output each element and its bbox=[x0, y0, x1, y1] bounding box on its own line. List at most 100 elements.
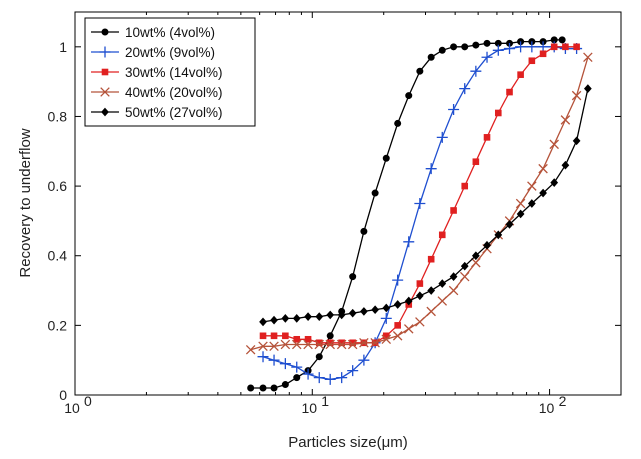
data-point bbox=[527, 181, 537, 191]
data-point bbox=[437, 296, 448, 306]
data-point bbox=[326, 310, 335, 320]
series-line bbox=[250, 39, 563, 389]
data-point bbox=[348, 308, 357, 318]
x-tick-label: 10 bbox=[301, 400, 317, 416]
data-point bbox=[358, 354, 370, 366]
data-point bbox=[427, 53, 435, 61]
data-point bbox=[315, 353, 323, 361]
legend-label: 40wt% (20vol%) bbox=[125, 85, 223, 100]
y-axis-title: Recovery to underflow bbox=[17, 128, 34, 277]
data-point bbox=[268, 354, 280, 366]
data-point bbox=[381, 334, 392, 345]
data-point bbox=[494, 109, 502, 117]
data-point bbox=[470, 65, 482, 77]
data-point bbox=[415, 317, 425, 327]
data-point bbox=[370, 338, 380, 348]
data-point bbox=[494, 230, 503, 240]
x-tick-label: 10 bbox=[539, 400, 555, 416]
data-point bbox=[325, 339, 335, 350]
data-point bbox=[483, 39, 491, 47]
data-point bbox=[270, 384, 278, 392]
data-point bbox=[416, 280, 424, 287]
legend-label: 10wt% (4vol%) bbox=[125, 25, 215, 40]
data-point bbox=[448, 103, 460, 115]
data-point bbox=[392, 331, 403, 341]
data-point bbox=[558, 36, 566, 44]
data-point bbox=[326, 339, 334, 347]
series-2 bbox=[257, 41, 583, 385]
data-point bbox=[259, 317, 267, 327]
data-point bbox=[101, 28, 109, 36]
data-point bbox=[405, 92, 413, 100]
data-point bbox=[347, 365, 359, 377]
data-point bbox=[527, 199, 536, 208]
data-point bbox=[438, 231, 446, 239]
data-point bbox=[245, 344, 256, 355]
data-point bbox=[257, 351, 269, 363]
axes-layer: 10 0 10 1 10 200.20.40.60.81 bbox=[48, 12, 621, 416]
data-point bbox=[258, 341, 268, 352]
data-point bbox=[472, 158, 480, 166]
data-point bbox=[371, 305, 379, 315]
data-point bbox=[291, 361, 303, 373]
data-point bbox=[471, 257, 481, 268]
data-point bbox=[293, 335, 301, 343]
data-point bbox=[313, 372, 325, 384]
data-point bbox=[550, 43, 558, 51]
x-tick-label-exponent: 0 bbox=[84, 393, 92, 409]
data-point bbox=[247, 384, 255, 392]
data-point bbox=[460, 261, 469, 271]
data-point bbox=[259, 332, 267, 340]
data-point bbox=[571, 90, 582, 101]
data-point bbox=[336, 372, 348, 384]
data-point bbox=[438, 46, 446, 54]
data-point bbox=[269, 341, 279, 352]
data-point bbox=[304, 312, 312, 322]
data-point bbox=[280, 339, 291, 350]
data-point bbox=[472, 41, 480, 49]
data-point bbox=[259, 384, 267, 392]
data-point bbox=[270, 332, 278, 340]
y-tick-label: 0 bbox=[59, 387, 67, 403]
legend: 10wt% (4vol%) 20wt% (9vol%) 30wt% (14vol%)… bbox=[84, 17, 256, 127]
data-point bbox=[100, 87, 110, 97]
data-point bbox=[349, 273, 357, 281]
y-tick-label: 1 bbox=[59, 39, 67, 55]
data-point bbox=[471, 251, 480, 261]
data-point bbox=[292, 314, 301, 323]
data-point bbox=[326, 332, 334, 340]
data-point bbox=[270, 315, 278, 325]
data-point bbox=[573, 43, 580, 51]
data-point bbox=[448, 285, 459, 296]
data-point bbox=[101, 107, 109, 117]
data-point bbox=[315, 339, 323, 347]
data-point bbox=[304, 335, 312, 343]
data-point bbox=[426, 306, 436, 317]
data-point bbox=[449, 272, 458, 281]
data-point bbox=[450, 43, 458, 51]
data-point bbox=[293, 374, 301, 382]
data-point bbox=[414, 198, 426, 209]
data-point bbox=[517, 71, 524, 78]
data-point bbox=[461, 182, 469, 190]
data-point bbox=[392, 274, 404, 286]
data-point bbox=[583, 84, 592, 93]
series-4 bbox=[245, 52, 593, 355]
data-point bbox=[538, 163, 548, 174]
data-point bbox=[394, 119, 402, 127]
data-point bbox=[404, 296, 413, 306]
data-point bbox=[359, 338, 369, 348]
data-point bbox=[526, 41, 538, 53]
data-point bbox=[291, 339, 302, 350]
data-point bbox=[516, 209, 525, 219]
series-layer bbox=[245, 36, 593, 392]
data-point bbox=[338, 339, 345, 347]
plot-frame bbox=[74, 11, 622, 396]
data-point bbox=[515, 198, 526, 209]
data-point bbox=[427, 255, 435, 263]
data-point bbox=[481, 51, 493, 63]
data-point bbox=[337, 310, 346, 320]
y-tick-label: 0.4 bbox=[48, 248, 68, 264]
data-point bbox=[394, 322, 401, 329]
data-point bbox=[403, 324, 414, 334]
